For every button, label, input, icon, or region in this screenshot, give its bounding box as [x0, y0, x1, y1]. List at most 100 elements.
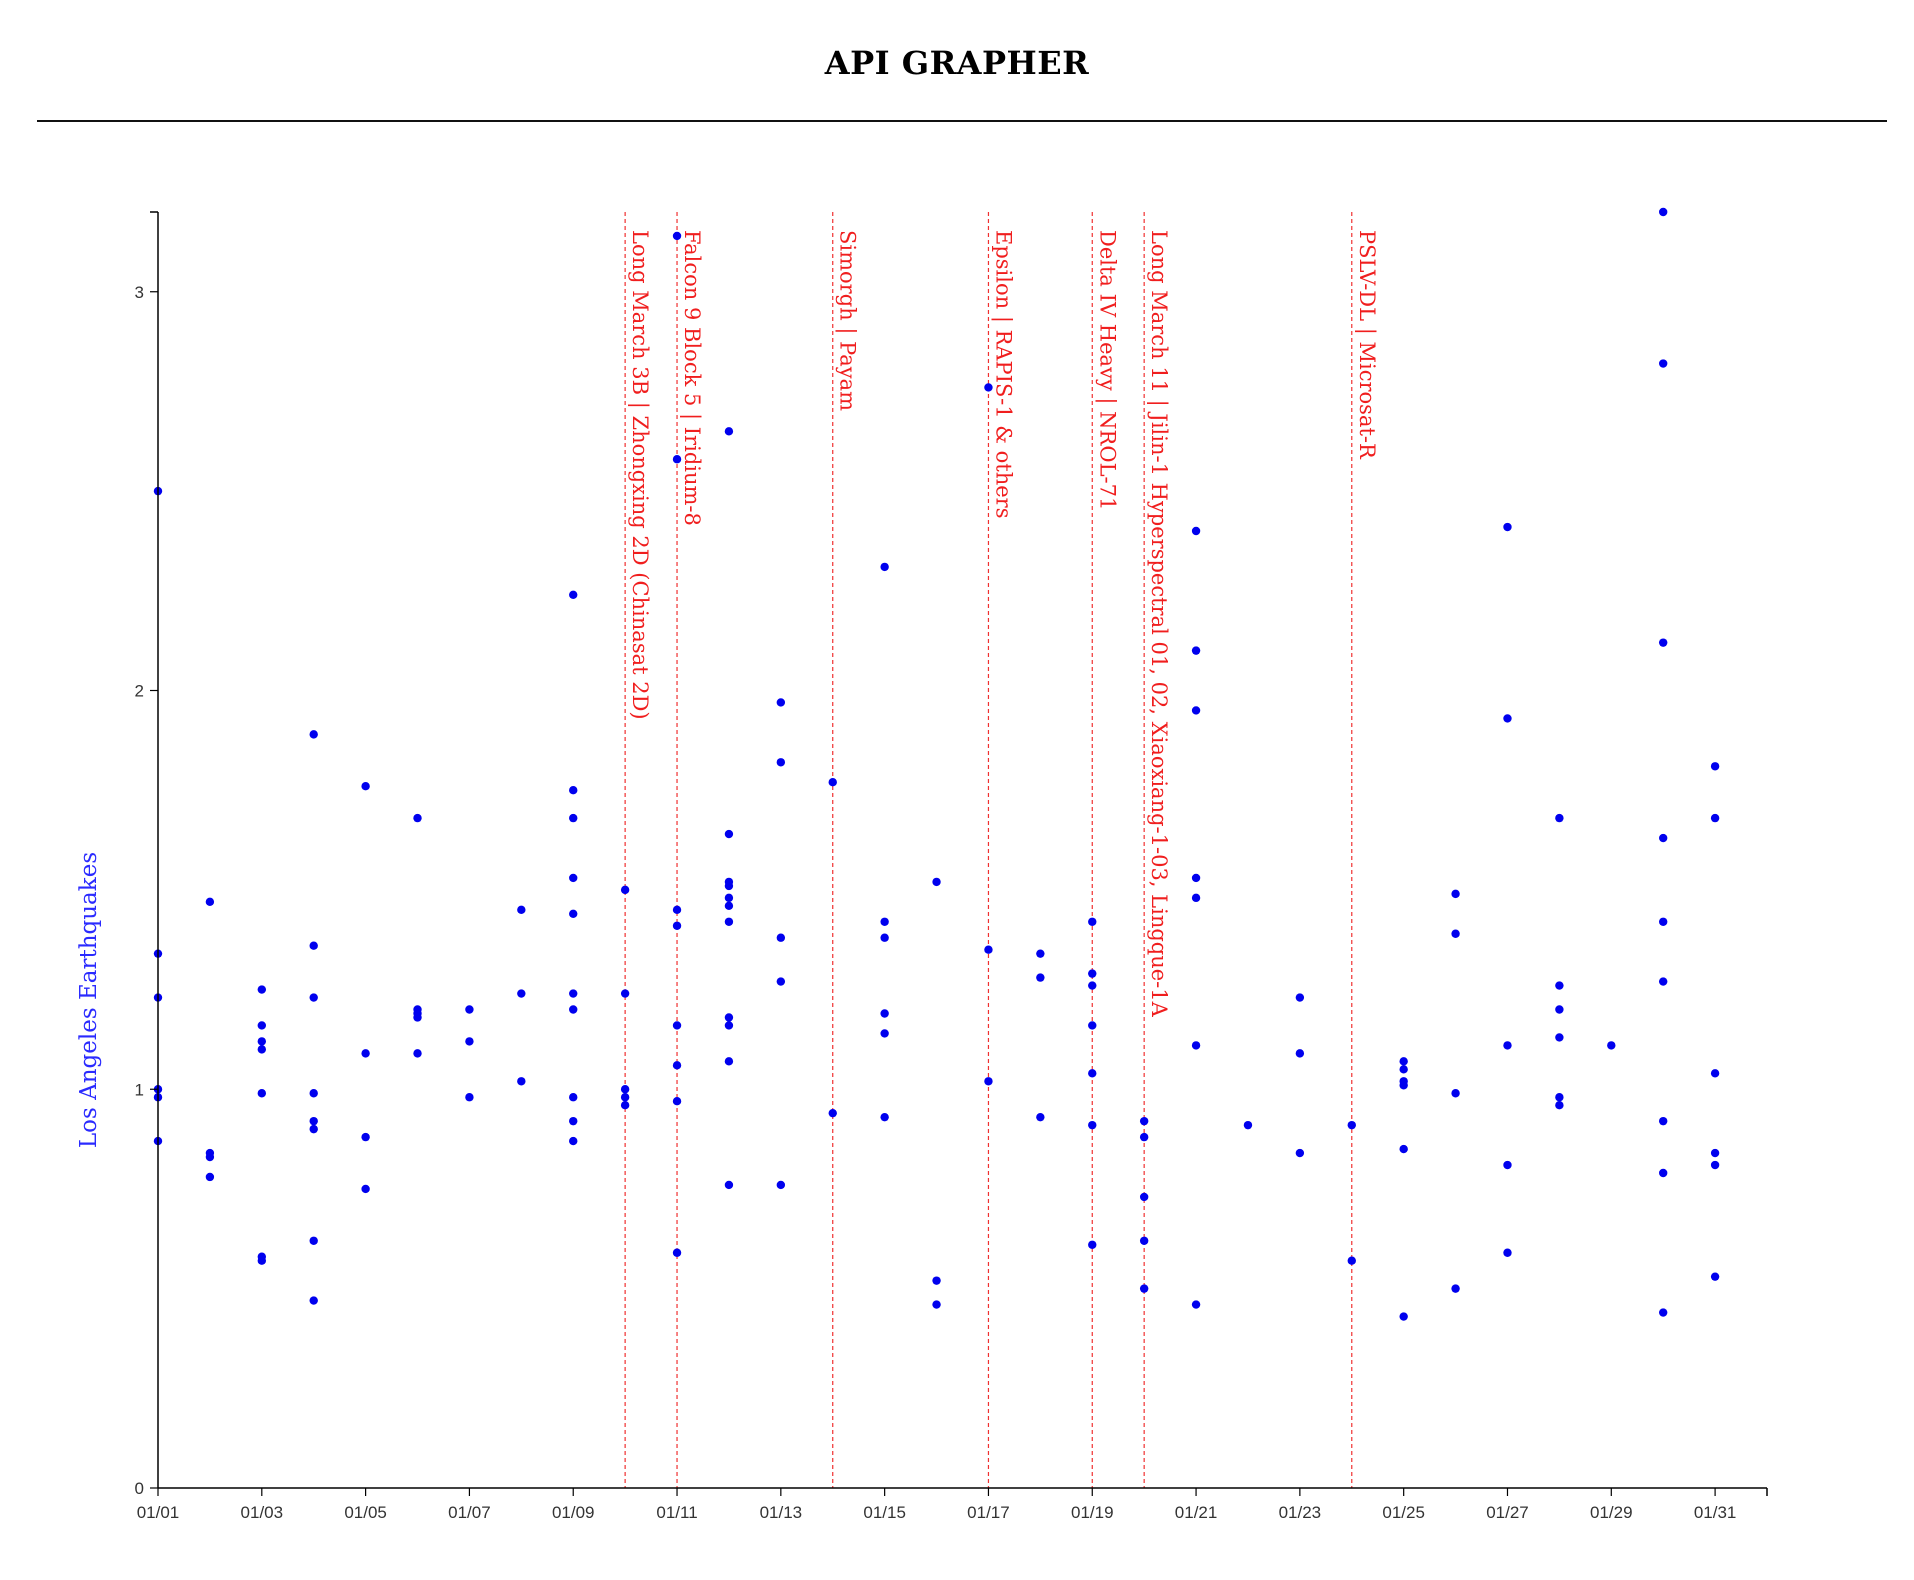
data-point — [257, 1256, 267, 1265]
data-point — [880, 1029, 889, 1038]
data-point — [361, 782, 370, 791]
data-point — [1503, 714, 1512, 723]
data-point — [1088, 969, 1097, 978]
data-point — [1191, 1300, 1201, 1309]
data-point — [620, 1101, 630, 1110]
data-point — [1191, 893, 1201, 903]
event-label: Epsilon | RAPIS-1 & others — [990, 230, 1015, 518]
data-point — [569, 785, 578, 795]
data-point — [1088, 1069, 1097, 1078]
data-point — [257, 985, 267, 994]
data-point — [724, 901, 734, 911]
data-point — [1503, 1041, 1512, 1050]
data-point — [517, 905, 526, 915]
data-point — [724, 1021, 734, 1030]
data-point — [1399, 1065, 1408, 1074]
data-point — [1503, 1248, 1512, 1257]
data-point — [724, 1057, 734, 1066]
data-point — [465, 1037, 474, 1046]
data-point — [1658, 1308, 1668, 1317]
data-point — [724, 917, 734, 926]
data-point — [1399, 1312, 1408, 1321]
data-point — [1658, 359, 1668, 368]
data-point — [1710, 1148, 1720, 1158]
data-point — [205, 897, 215, 907]
x-tick-label: 01/01 — [137, 1503, 180, 1522]
data-point — [309, 993, 318, 1002]
data-point — [569, 873, 578, 883]
data-point — [309, 1124, 318, 1134]
data-point — [1555, 1005, 1564, 1014]
data-point — [309, 1089, 318, 1098]
data-point — [569, 590, 578, 599]
data-point — [1555, 1033, 1564, 1042]
data-point — [1555, 1101, 1564, 1110]
data-point — [1139, 1192, 1149, 1202]
data-point — [828, 1108, 837, 1118]
data-point — [880, 933, 889, 942]
data-point — [1295, 1148, 1305, 1158]
data-point — [569, 909, 578, 918]
data-point — [1451, 929, 1460, 938]
data-point — [1710, 1160, 1720, 1170]
data-point — [1658, 1168, 1668, 1178]
x-tick-label: 01/27 — [1486, 1503, 1529, 1522]
page-title: API GRAPHER — [824, 44, 1090, 82]
x-tick-label: 01/23 — [1279, 1503, 1322, 1522]
data-point — [1088, 981, 1097, 990]
data-point — [672, 1097, 682, 1106]
data-point — [672, 231, 682, 241]
y-tick-label: 0 — [135, 1479, 144, 1498]
data-point — [672, 1248, 682, 1257]
data-point — [1710, 762, 1720, 771]
data-point — [257, 1021, 267, 1030]
data-point — [1658, 1116, 1668, 1126]
data-point — [620, 1085, 630, 1094]
data-point — [1399, 1144, 1408, 1154]
x-tick-label: 01/31 — [1694, 1503, 1737, 1522]
data-point — [309, 730, 318, 739]
data-point — [1347, 1120, 1356, 1130]
event-label: Simorgh | Payam — [835, 230, 860, 411]
data-point — [1658, 977, 1668, 986]
data-point — [309, 941, 318, 950]
data-point — [569, 813, 578, 823]
data-point — [932, 877, 941, 887]
data-point — [672, 921, 682, 930]
data-point — [309, 1296, 318, 1305]
data-point — [1088, 917, 1097, 926]
data-point — [1139, 1116, 1149, 1126]
data-point — [620, 1093, 630, 1102]
data-point — [1295, 993, 1305, 1002]
data-point — [309, 1116, 318, 1126]
data-point — [620, 885, 630, 895]
x-tick-label: 01/29 — [1590, 1503, 1633, 1522]
data-point — [205, 1152, 215, 1162]
data-point — [257, 1045, 267, 1054]
axes: 01/01 01/03 01/05 01/07 01/09 01/11 01/13 01/15… — [135, 211, 1768, 1522]
data-point — [361, 1184, 370, 1194]
data-point — [1710, 1272, 1720, 1281]
data-point — [569, 1136, 578, 1146]
y-tick-label: 2 — [135, 682, 144, 701]
data-point — [828, 778, 837, 787]
data-point — [1191, 526, 1201, 536]
data-point — [880, 1009, 889, 1018]
data-point — [1036, 1112, 1045, 1122]
data-point — [1451, 889, 1460, 899]
data-point — [1451, 1089, 1460, 1098]
data-point — [1036, 949, 1045, 958]
data-point — [672, 455, 682, 464]
data-point — [1658, 207, 1668, 217]
data-point — [1191, 1041, 1201, 1050]
data-point — [1347, 1256, 1356, 1265]
data-point — [569, 1093, 578, 1102]
data-point — [880, 917, 889, 926]
data-point — [361, 1049, 370, 1058]
data-point — [724, 881, 734, 891]
event-markers: Long March 3B | Zhongxing 2D (Chinasat 2… — [624, 212, 1379, 1488]
event-label: PSLV-DL | Microsat-R — [1354, 230, 1379, 460]
x-tick-label: 01/15 — [863, 1503, 906, 1522]
data-point — [257, 1037, 267, 1046]
data-point — [569, 1116, 578, 1126]
